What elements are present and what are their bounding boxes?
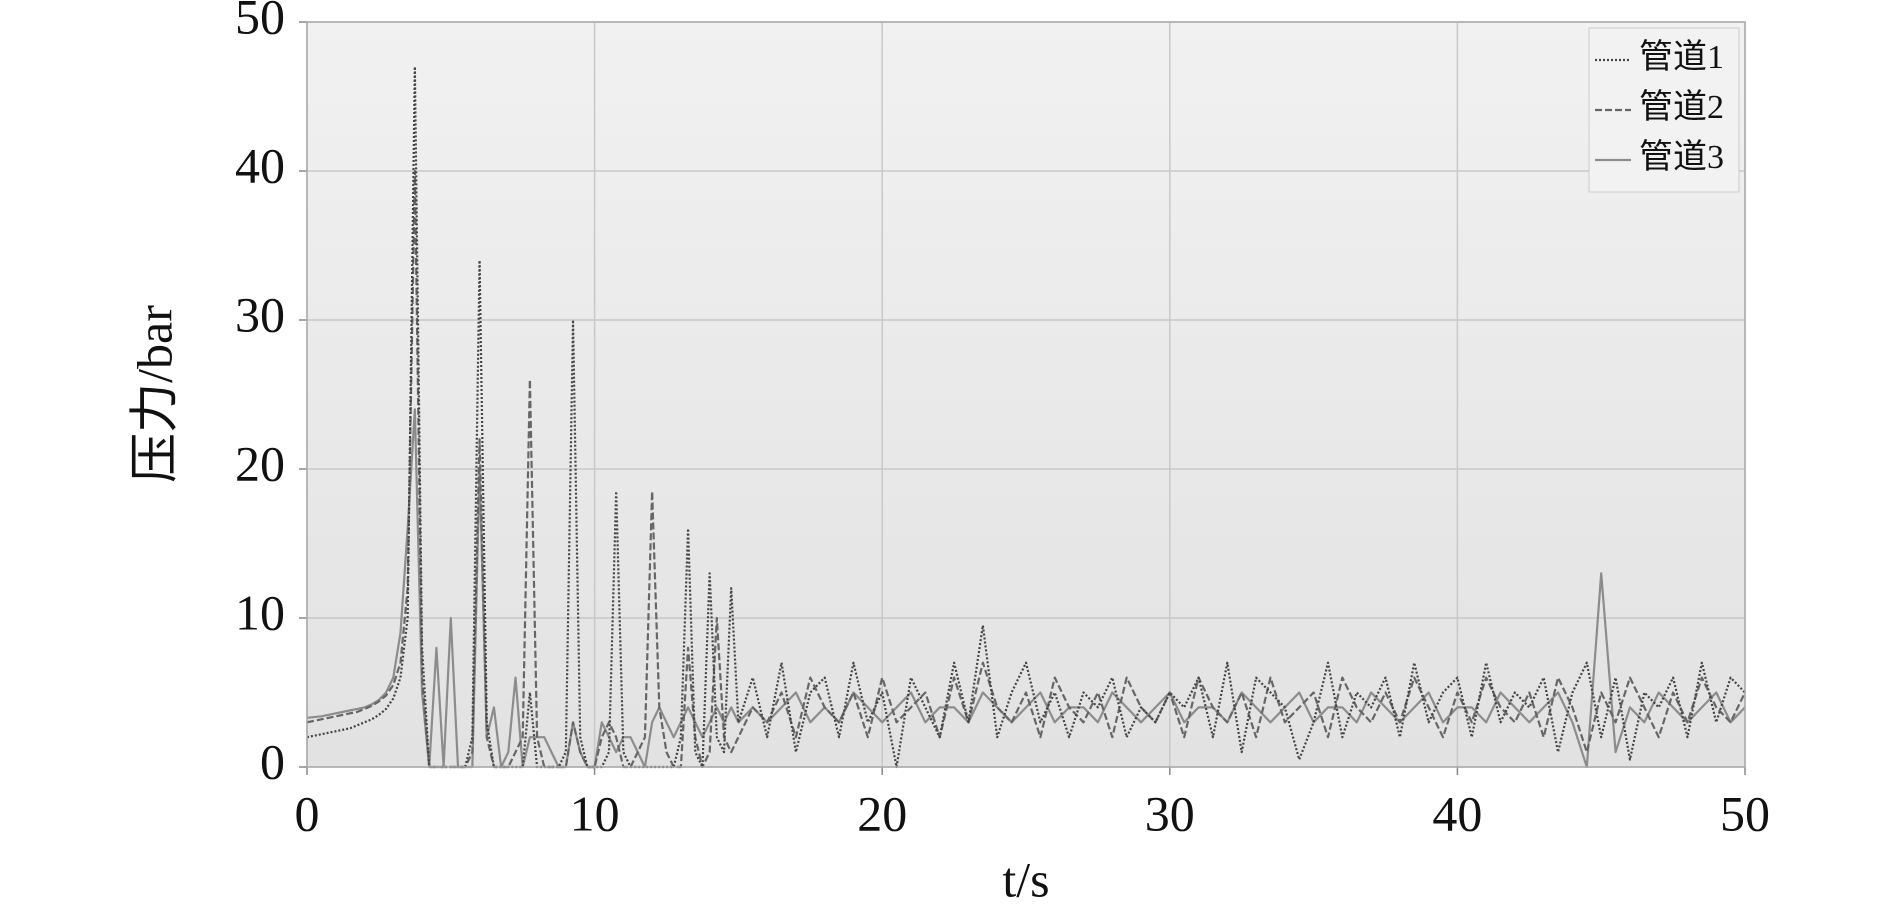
axis-frame [306, 21, 1746, 768]
y-tick-label: 50 [235, 0, 285, 44]
x-tick-label: 50 [1720, 785, 1770, 841]
x-tick-label: 0 [295, 785, 320, 841]
y-axis-label: 压力/bar [126, 305, 182, 483]
legend-label: 管道2 [1639, 88, 1724, 126]
y-tick-label: 10 [235, 584, 285, 640]
x-tick-label: 40 [1432, 785, 1482, 841]
y-tick-label: 20 [235, 435, 285, 491]
legend-box [1588, 27, 1740, 193]
y-tick-label: 30 [235, 286, 285, 342]
y-tick-label: 0 [260, 733, 285, 789]
x-axis-label: t/s [1002, 851, 1049, 907]
legend-label: 管道3 [1639, 138, 1724, 176]
plot-area [306, 21, 1746, 768]
x-tick-label: 10 [570, 785, 620, 841]
legend-label: 管道1 [1639, 38, 1724, 76]
y-tick-label: 40 [235, 137, 285, 193]
x-tick-label: 30 [1145, 785, 1195, 841]
x-tick-label: 20 [857, 785, 907, 841]
legend: 管道1 管道2 管道3 [1588, 27, 1740, 193]
